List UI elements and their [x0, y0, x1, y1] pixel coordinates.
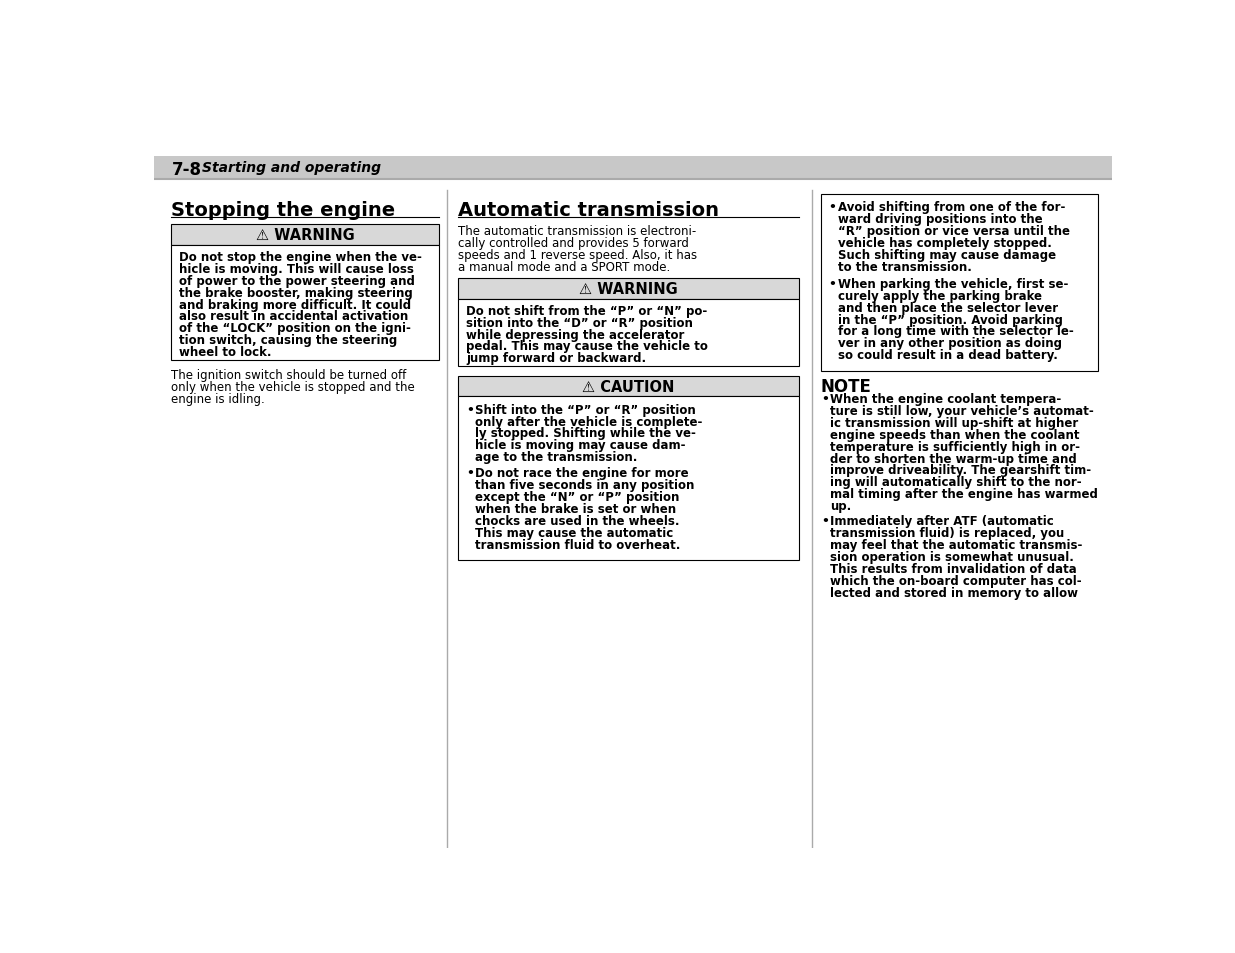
- Text: so could result in a dead battery.: so could result in a dead battery.: [837, 349, 1058, 362]
- Text: only after the vehicle is complete-: only after the vehicle is complete-: [475, 416, 703, 428]
- Text: when the brake is set or when: when the brake is set or when: [475, 502, 677, 516]
- Text: vehicle has completely stopped.: vehicle has completely stopped.: [837, 237, 1052, 250]
- Text: and braking more difficult. It could: and braking more difficult. It could: [179, 298, 411, 312]
- Text: jump forward or backward.: jump forward or backward.: [466, 352, 646, 365]
- Text: a manual mode and a SPORT mode.: a manual mode and a SPORT mode.: [458, 261, 671, 274]
- Text: in the “P” position. Avoid parking: in the “P” position. Avoid parking: [837, 314, 1063, 326]
- Bar: [821, 195, 1098, 372]
- Text: Starting and operating: Starting and operating: [203, 161, 382, 175]
- Bar: [458, 300, 799, 367]
- Text: ic transmission will up-shift at higher: ic transmission will up-shift at higher: [830, 416, 1078, 429]
- Text: which the on-board computer has col-: which the on-board computer has col-: [830, 575, 1082, 587]
- Text: for a long time with the selector le-: for a long time with the selector le-: [837, 325, 1073, 338]
- Text: When the engine coolant tempera-: When the engine coolant tempera-: [830, 393, 1061, 405]
- Text: chocks are used in the wheels.: chocks are used in the wheels.: [475, 515, 679, 527]
- Text: than five seconds in any position: than five seconds in any position: [475, 478, 694, 492]
- Text: engine speeds than when the coolant: engine speeds than when the coolant: [830, 428, 1079, 441]
- Text: The ignition switch should be turned off: The ignition switch should be turned off: [172, 369, 406, 381]
- Text: Such shifting may cause damage: Such shifting may cause damage: [837, 249, 1056, 262]
- Text: ward driving positions into the: ward driving positions into the: [837, 213, 1042, 226]
- Text: age to the transmission.: age to the transmission.: [475, 451, 637, 464]
- Text: •: •: [821, 515, 829, 528]
- Text: When parking the vehicle, first se-: When parking the vehicle, first se-: [837, 277, 1068, 291]
- Bar: [458, 397, 799, 560]
- Text: pedal. This may cause the vehicle to: pedal. This may cause the vehicle to: [466, 340, 708, 354]
- Bar: [172, 246, 438, 361]
- Text: and then place the selector lever: and then place the selector lever: [837, 301, 1058, 314]
- Text: sion operation is somewhat unusual.: sion operation is somewhat unusual.: [830, 551, 1074, 563]
- Text: of the “LOCK” position on the igni-: of the “LOCK” position on the igni-: [179, 322, 411, 335]
- Text: ture is still low, your vehicle’s automat-: ture is still low, your vehicle’s automa…: [830, 404, 1094, 417]
- Text: This results from invalidation of data: This results from invalidation of data: [830, 562, 1077, 576]
- Text: to the transmission.: to the transmission.: [837, 261, 972, 274]
- Text: hicle is moving. This will cause loss: hicle is moving. This will cause loss: [179, 262, 414, 275]
- Text: wheel to lock.: wheel to lock.: [179, 346, 272, 359]
- Text: ⚠ WARNING: ⚠ WARNING: [579, 282, 678, 297]
- Bar: [154, 156, 1112, 180]
- Text: engine is idling.: engine is idling.: [172, 393, 266, 405]
- Text: Do not shift from the “P” or “N” po-: Do not shift from the “P” or “N” po-: [466, 304, 708, 317]
- Text: temperature is sufficiently high in or-: temperature is sufficiently high in or-: [830, 440, 1081, 453]
- Text: the brake booster, making steering: the brake booster, making steering: [179, 286, 412, 299]
- Bar: [458, 376, 799, 397]
- Text: mal timing after the engine has warmed: mal timing after the engine has warmed: [830, 488, 1098, 500]
- Text: •: •: [466, 467, 474, 479]
- Text: Immediately after ATF (automatic: Immediately after ATF (automatic: [830, 515, 1053, 528]
- Text: Shift into the “P” or “R” position: Shift into the “P” or “R” position: [475, 403, 697, 416]
- Text: only when the vehicle is stopped and the: only when the vehicle is stopped and the: [172, 380, 415, 394]
- Text: transmission fluid to overheat.: transmission fluid to overheat.: [475, 538, 680, 551]
- Text: sition into the “D” or “R” position: sition into the “D” or “R” position: [466, 316, 693, 329]
- Bar: [458, 279, 799, 300]
- Text: hicle is moving may cause dam-: hicle is moving may cause dam-: [475, 439, 685, 452]
- Text: lected and stored in memory to allow: lected and stored in memory to allow: [830, 586, 1078, 599]
- Text: Automatic transmission: Automatic transmission: [458, 200, 719, 219]
- Text: “R” position or vice versa until the: “R” position or vice versa until the: [837, 225, 1070, 238]
- Text: Do not race the engine for more: Do not race the engine for more: [475, 467, 689, 479]
- Text: of power to the power steering and: of power to the power steering and: [179, 274, 415, 288]
- Text: transmission fluid) is replaced, you: transmission fluid) is replaced, you: [830, 527, 1065, 539]
- Text: while depressing the accelerator: while depressing the accelerator: [466, 328, 684, 341]
- Text: der to shorten the warm-up time and: der to shorten the warm-up time and: [830, 452, 1077, 465]
- Text: may feel that the automatic transmis-: may feel that the automatic transmis-: [830, 538, 1083, 552]
- Text: NOTE: NOTE: [821, 377, 872, 395]
- Text: also result in accidental activation: also result in accidental activation: [179, 310, 409, 323]
- Text: •: •: [821, 393, 829, 405]
- Text: up.: up.: [830, 499, 851, 513]
- Text: This may cause the automatic: This may cause the automatic: [475, 526, 673, 539]
- Text: ver in any other position as doing: ver in any other position as doing: [837, 337, 1062, 350]
- Text: improve driveability. The gearshift tim-: improve driveability. The gearshift tim-: [830, 464, 1092, 476]
- Text: 7-8: 7-8: [172, 160, 201, 178]
- Text: Do not stop the engine when the ve-: Do not stop the engine when the ve-: [179, 251, 422, 263]
- Text: The automatic transmission is electroni-: The automatic transmission is electroni-: [458, 225, 697, 238]
- Text: ⚠ WARNING: ⚠ WARNING: [256, 228, 354, 243]
- Text: curely apply the parking brake: curely apply the parking brake: [837, 290, 1042, 302]
- Text: ⚠ CAUTION: ⚠ CAUTION: [583, 379, 674, 395]
- Text: Avoid shifting from one of the for-: Avoid shifting from one of the for-: [837, 201, 1066, 214]
- Text: tion switch, causing the steering: tion switch, causing the steering: [179, 334, 398, 347]
- Text: cally controlled and provides 5 forward: cally controlled and provides 5 forward: [458, 237, 689, 250]
- Text: •: •: [466, 403, 474, 416]
- Text: •: •: [829, 201, 836, 214]
- Text: ly stopped. Shifting while the ve-: ly stopped. Shifting while the ve-: [475, 427, 697, 440]
- Text: ing will automatically shift to the nor-: ing will automatically shift to the nor-: [830, 476, 1082, 489]
- Text: •: •: [829, 277, 836, 291]
- Text: speeds and 1 reverse speed. Also, it has: speeds and 1 reverse speed. Also, it has: [458, 249, 698, 262]
- Text: Stopping the engine: Stopping the engine: [172, 200, 395, 219]
- Text: except the “N” or “P” position: except the “N” or “P” position: [475, 491, 679, 503]
- Bar: [172, 225, 438, 246]
